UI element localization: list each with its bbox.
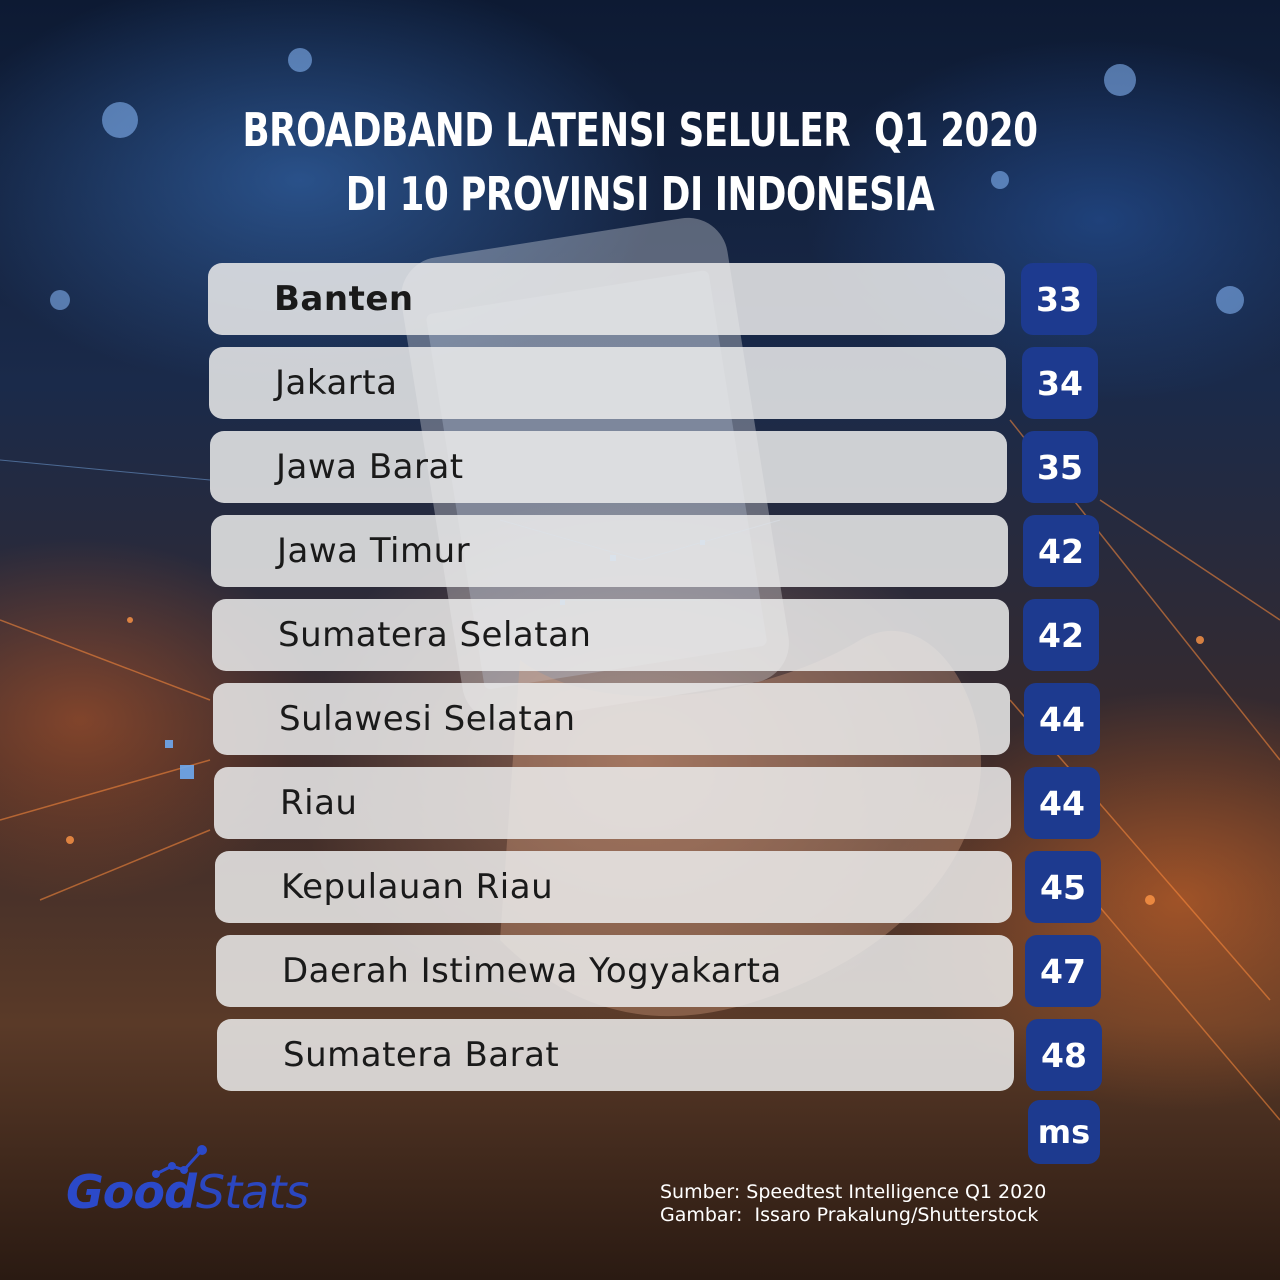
- logo-text-stats: Stats: [195, 1165, 309, 1219]
- province-row: Jawa Barat: [210, 431, 1007, 503]
- title-line-2: DI 10 PROVINSI DI INDONESIA: [345, 167, 935, 221]
- latency-value-badge: 33: [1021, 263, 1097, 335]
- title-line-1: BROADBAND LATENSI SELULER Q1 2020: [242, 103, 1038, 157]
- chart-title: BROADBAND LATENSI SELULER Q1 2020 DI 10 …: [90, 98, 1191, 226]
- province-row: Kepulauan Riau: [215, 851, 1012, 923]
- province-label: Sumatera Barat: [283, 1035, 560, 1075]
- latency-value-badge: 47: [1025, 935, 1101, 1007]
- province-label: Jawa Timur: [277, 531, 471, 571]
- logo-text-good: Good: [66, 1165, 197, 1219]
- latency-value-badge: 42: [1023, 515, 1099, 587]
- province-label: Sulawesi Selatan: [279, 699, 576, 739]
- province-row: Sumatera Barat: [217, 1019, 1014, 1091]
- latency-value-badge: 34: [1022, 347, 1098, 419]
- province-row: Banten: [208, 263, 1005, 335]
- latency-value-badge: 48: [1026, 1019, 1102, 1091]
- goodstats-logo: GoodStats: [66, 1165, 309, 1225]
- image-credit-line: Gambar: Issaro Prakalung/Shutterstock: [660, 1204, 1039, 1226]
- latency-value-badge: 44: [1024, 683, 1100, 755]
- province-row: Sulawesi Selatan: [213, 683, 1010, 755]
- latency-value-badge: 35: [1022, 431, 1098, 503]
- latency-value-badge: 45: [1025, 851, 1101, 923]
- province-label: Sumatera Selatan: [278, 615, 592, 655]
- province-label: Jawa Barat: [276, 447, 464, 487]
- province-label: Banten: [274, 279, 414, 319]
- province-row: Daerah Istimewa Yogyakarta: [216, 935, 1013, 1007]
- province-row: Jawa Timur: [211, 515, 1008, 587]
- unit-badge: ms: [1028, 1100, 1100, 1164]
- province-row: Riau: [214, 767, 1011, 839]
- province-label: Jakarta: [275, 363, 398, 403]
- source-credit: Sumber: Speedtest Intelligence Q1 2020 G…: [660, 1181, 1046, 1227]
- latency-value-badge: 44: [1024, 767, 1100, 839]
- latency-value-badge: 42: [1023, 599, 1099, 671]
- source-line: Sumber: Speedtest Intelligence Q1 2020: [660, 1181, 1047, 1203]
- province-row: Sumatera Selatan: [212, 599, 1009, 671]
- province-label: Kepulauan Riau: [281, 867, 554, 907]
- logo-graph-icon: [152, 1145, 207, 1178]
- province-row: Jakarta: [209, 347, 1006, 419]
- province-label: Daerah Istimewa Yogyakarta: [282, 951, 782, 991]
- province-label: Riau: [280, 783, 358, 823]
